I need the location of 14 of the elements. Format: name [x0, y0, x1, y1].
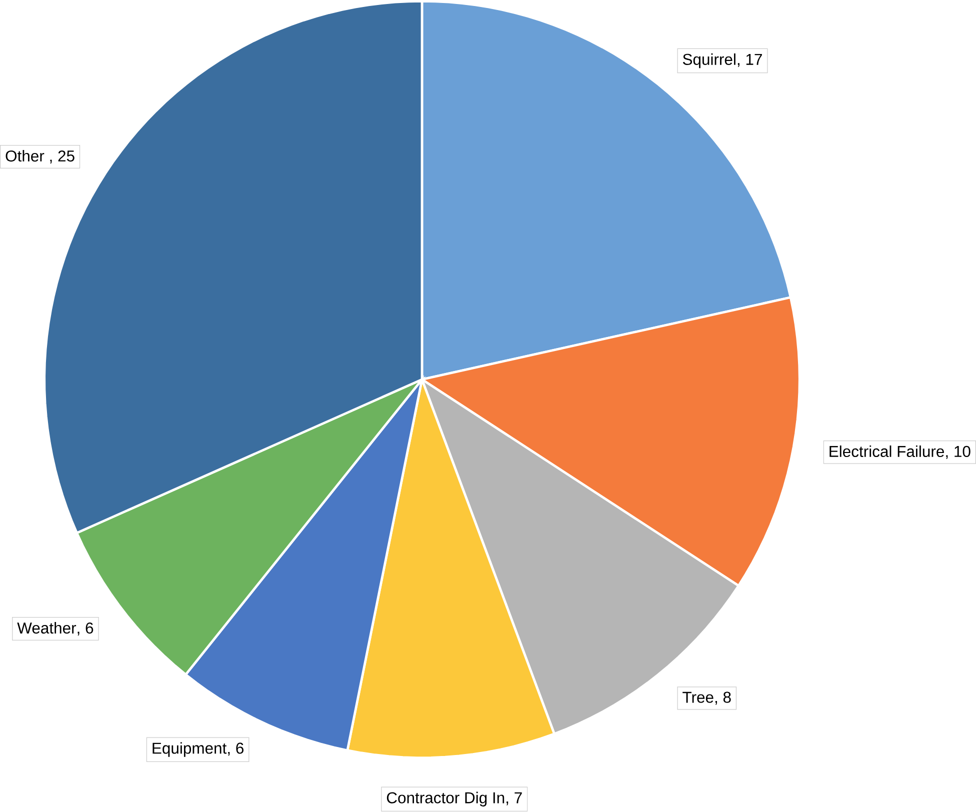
slice-label: Tree [682, 692, 714, 704]
slice-label: Electrical Failure [830, 446, 944, 458]
slice-label: Weather [17, 622, 76, 634]
data-label: , 6 [228, 742, 244, 756]
slice-label: Squirrel [682, 54, 736, 68]
data-label: , 7 [506, 792, 522, 806]
data-label: , 10 [946, 446, 970, 460]
slice-label: Other [6, 150, 44, 162]
data-label: , 6 [78, 622, 94, 636]
slice-label: Equipment [152, 742, 227, 758]
slice-label: Contractor Dig In [386, 792, 504, 807]
data-label: , 25 [50, 150, 74, 164]
data-label: , 17 [738, 54, 762, 68]
data-label: , 8 [715, 692, 731, 705]
